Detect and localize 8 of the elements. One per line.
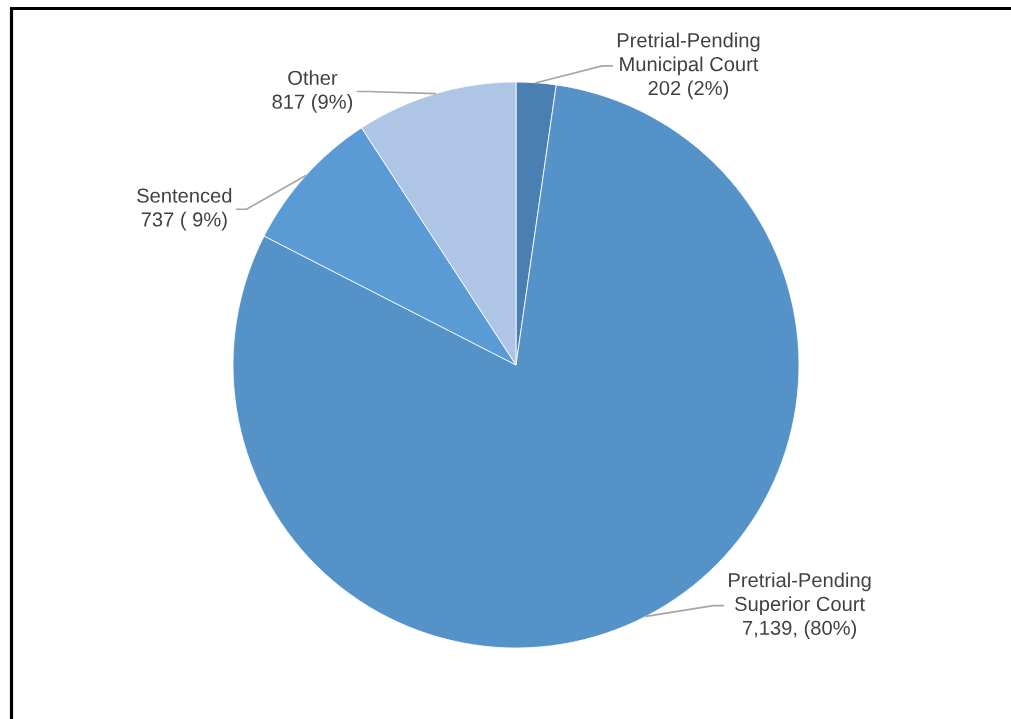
- data-label: 737 ( 9%): [141, 211, 227, 231]
- slice-label: Pretrial-Pending Superior Court: [729, 572, 871, 616]
- data-label: 202 (2%): [648, 80, 729, 100]
- slice-label: Sentenced: [137, 187, 232, 203]
- data-label: 7,139, (80%): [743, 620, 857, 639]
- slice-label: Other: [288, 70, 338, 85]
- data-label: 817 (9%): [272, 94, 353, 113]
- slice-label: Pretrial-Pending Municipal Court: [617, 32, 760, 76]
